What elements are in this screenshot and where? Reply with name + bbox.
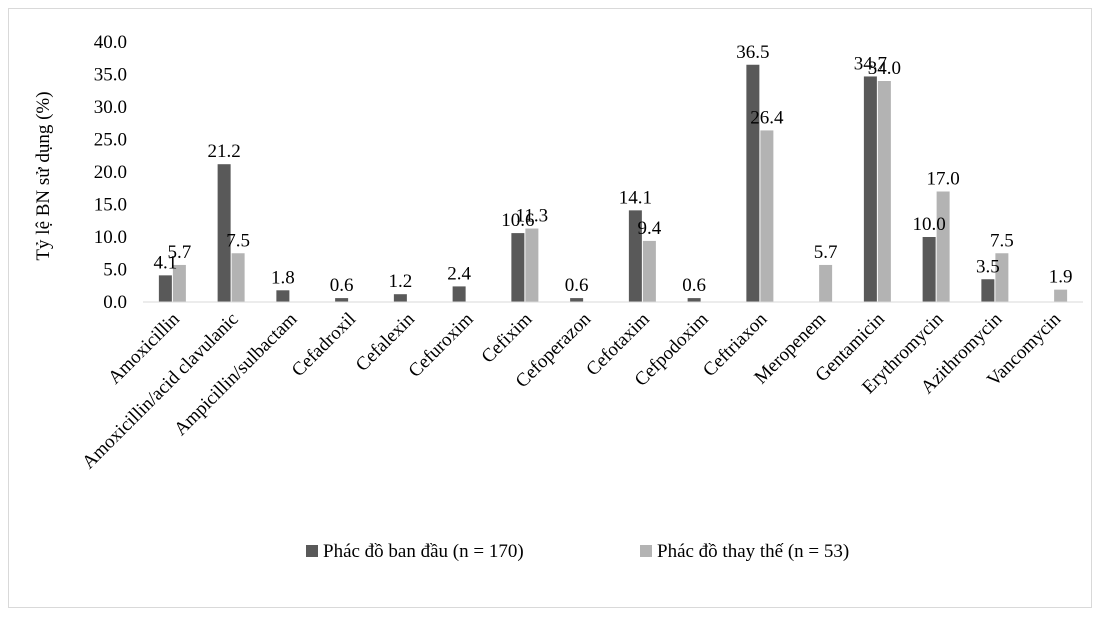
legend-label-alternative: Phác đồ thay thế (n = 53) (657, 541, 849, 562)
bar-initial (628, 210, 642, 302)
x-category-label: Cefuroxim (405, 309, 478, 382)
y-tick-label: 40.0 (94, 32, 127, 53)
bar-initial (570, 298, 584, 302)
bar-series (158, 64, 1068, 302)
bar-alternative (760, 130, 774, 302)
data-label: 1.9 (1049, 267, 1073, 288)
data-label: 26.4 (750, 107, 784, 128)
bar-initial (217, 164, 231, 302)
bar-initial (687, 298, 701, 302)
y-axis-title: Tỷ lệ BN sử dụng (%) (33, 91, 54, 260)
data-label: 11.3 (516, 206, 549, 227)
y-tick-label: 15.0 (94, 195, 127, 216)
data-label: 2.4 (447, 263, 471, 284)
data-label: 10.0 (913, 214, 946, 235)
bar-alternative (936, 191, 950, 302)
data-label: 17.0 (927, 169, 960, 190)
data-label: 3.5 (976, 256, 1000, 277)
y-axis-ticks: 0.0 5.0 10.0 15.0 20.0 25.0 30.0 35.0 40.0 (94, 32, 127, 313)
bar-initial (511, 233, 525, 302)
bar-initial (335, 298, 349, 302)
legend-swatch-initial (306, 545, 318, 557)
data-label: 5.7 (814, 242, 838, 263)
bar-alternative (995, 253, 1009, 302)
y-tick-label: 25.0 (94, 130, 127, 151)
data-label: 0.6 (330, 275, 354, 296)
bar-initial (452, 286, 466, 302)
chart-frame (8, 8, 1092, 608)
bar-alternative (231, 253, 245, 302)
data-label: 0.6 (565, 275, 589, 296)
bar-alternative (877, 81, 891, 302)
y-tick-label: 35.0 (94, 65, 127, 86)
bar-alternative (642, 240, 656, 302)
data-label: 34.7 (854, 53, 887, 74)
data-label: 14.1 (619, 187, 652, 208)
y-tick-label: 5.0 (103, 260, 127, 281)
bar-alternative (525, 228, 539, 302)
x-category-label: Cefadroxil (288, 309, 360, 381)
y-tick-label: 30.0 (94, 97, 127, 118)
bar-alternative (819, 264, 833, 302)
x-category-label: Cefixim (478, 309, 537, 368)
bar-alternative (1054, 289, 1068, 302)
data-label: 34.0 (868, 58, 901, 79)
bar-initial (276, 290, 290, 302)
bar-initial (922, 237, 936, 302)
data-label: 9.4 (638, 218, 662, 239)
legend: Phác đồ ban đầu (n = 170) Phác đồ thay th… (306, 541, 849, 562)
data-label: 1.2 (389, 271, 413, 292)
bar-initial (158, 275, 172, 302)
bar-initial (863, 76, 877, 302)
data-label: 36.5 (736, 42, 769, 63)
bar-initial (393, 294, 407, 302)
data-label: 7.5 (990, 230, 1014, 251)
bar-initial (981, 279, 995, 302)
legend-label-initial: Phác đồ ban đầu (n = 170) (323, 541, 524, 562)
data-labels: 4.15.721.27.51.8 0.6 1.2 2.410.611.30.614.1… (154, 42, 1073, 296)
data-label: 1.8 (271, 267, 295, 288)
data-label: 0.6 (682, 275, 706, 296)
legend-swatch-alternative (640, 545, 652, 557)
data-label: 4.1 (154, 252, 178, 273)
bar-alternative (172, 264, 186, 302)
y-tick-label: 10.0 (94, 227, 127, 248)
y-tick-label: 0.0 (103, 292, 127, 313)
bar-initial (746, 64, 760, 302)
y-axis-label: Tỷ lệ BN sử dụng (%) (33, 91, 54, 260)
data-label: 10.6 (501, 210, 534, 231)
data-label: 21.2 (208, 141, 241, 162)
data-label: 7.5 (226, 230, 250, 251)
y-tick-label: 20.0 (94, 162, 127, 183)
data-label: 5.7 (168, 242, 192, 263)
